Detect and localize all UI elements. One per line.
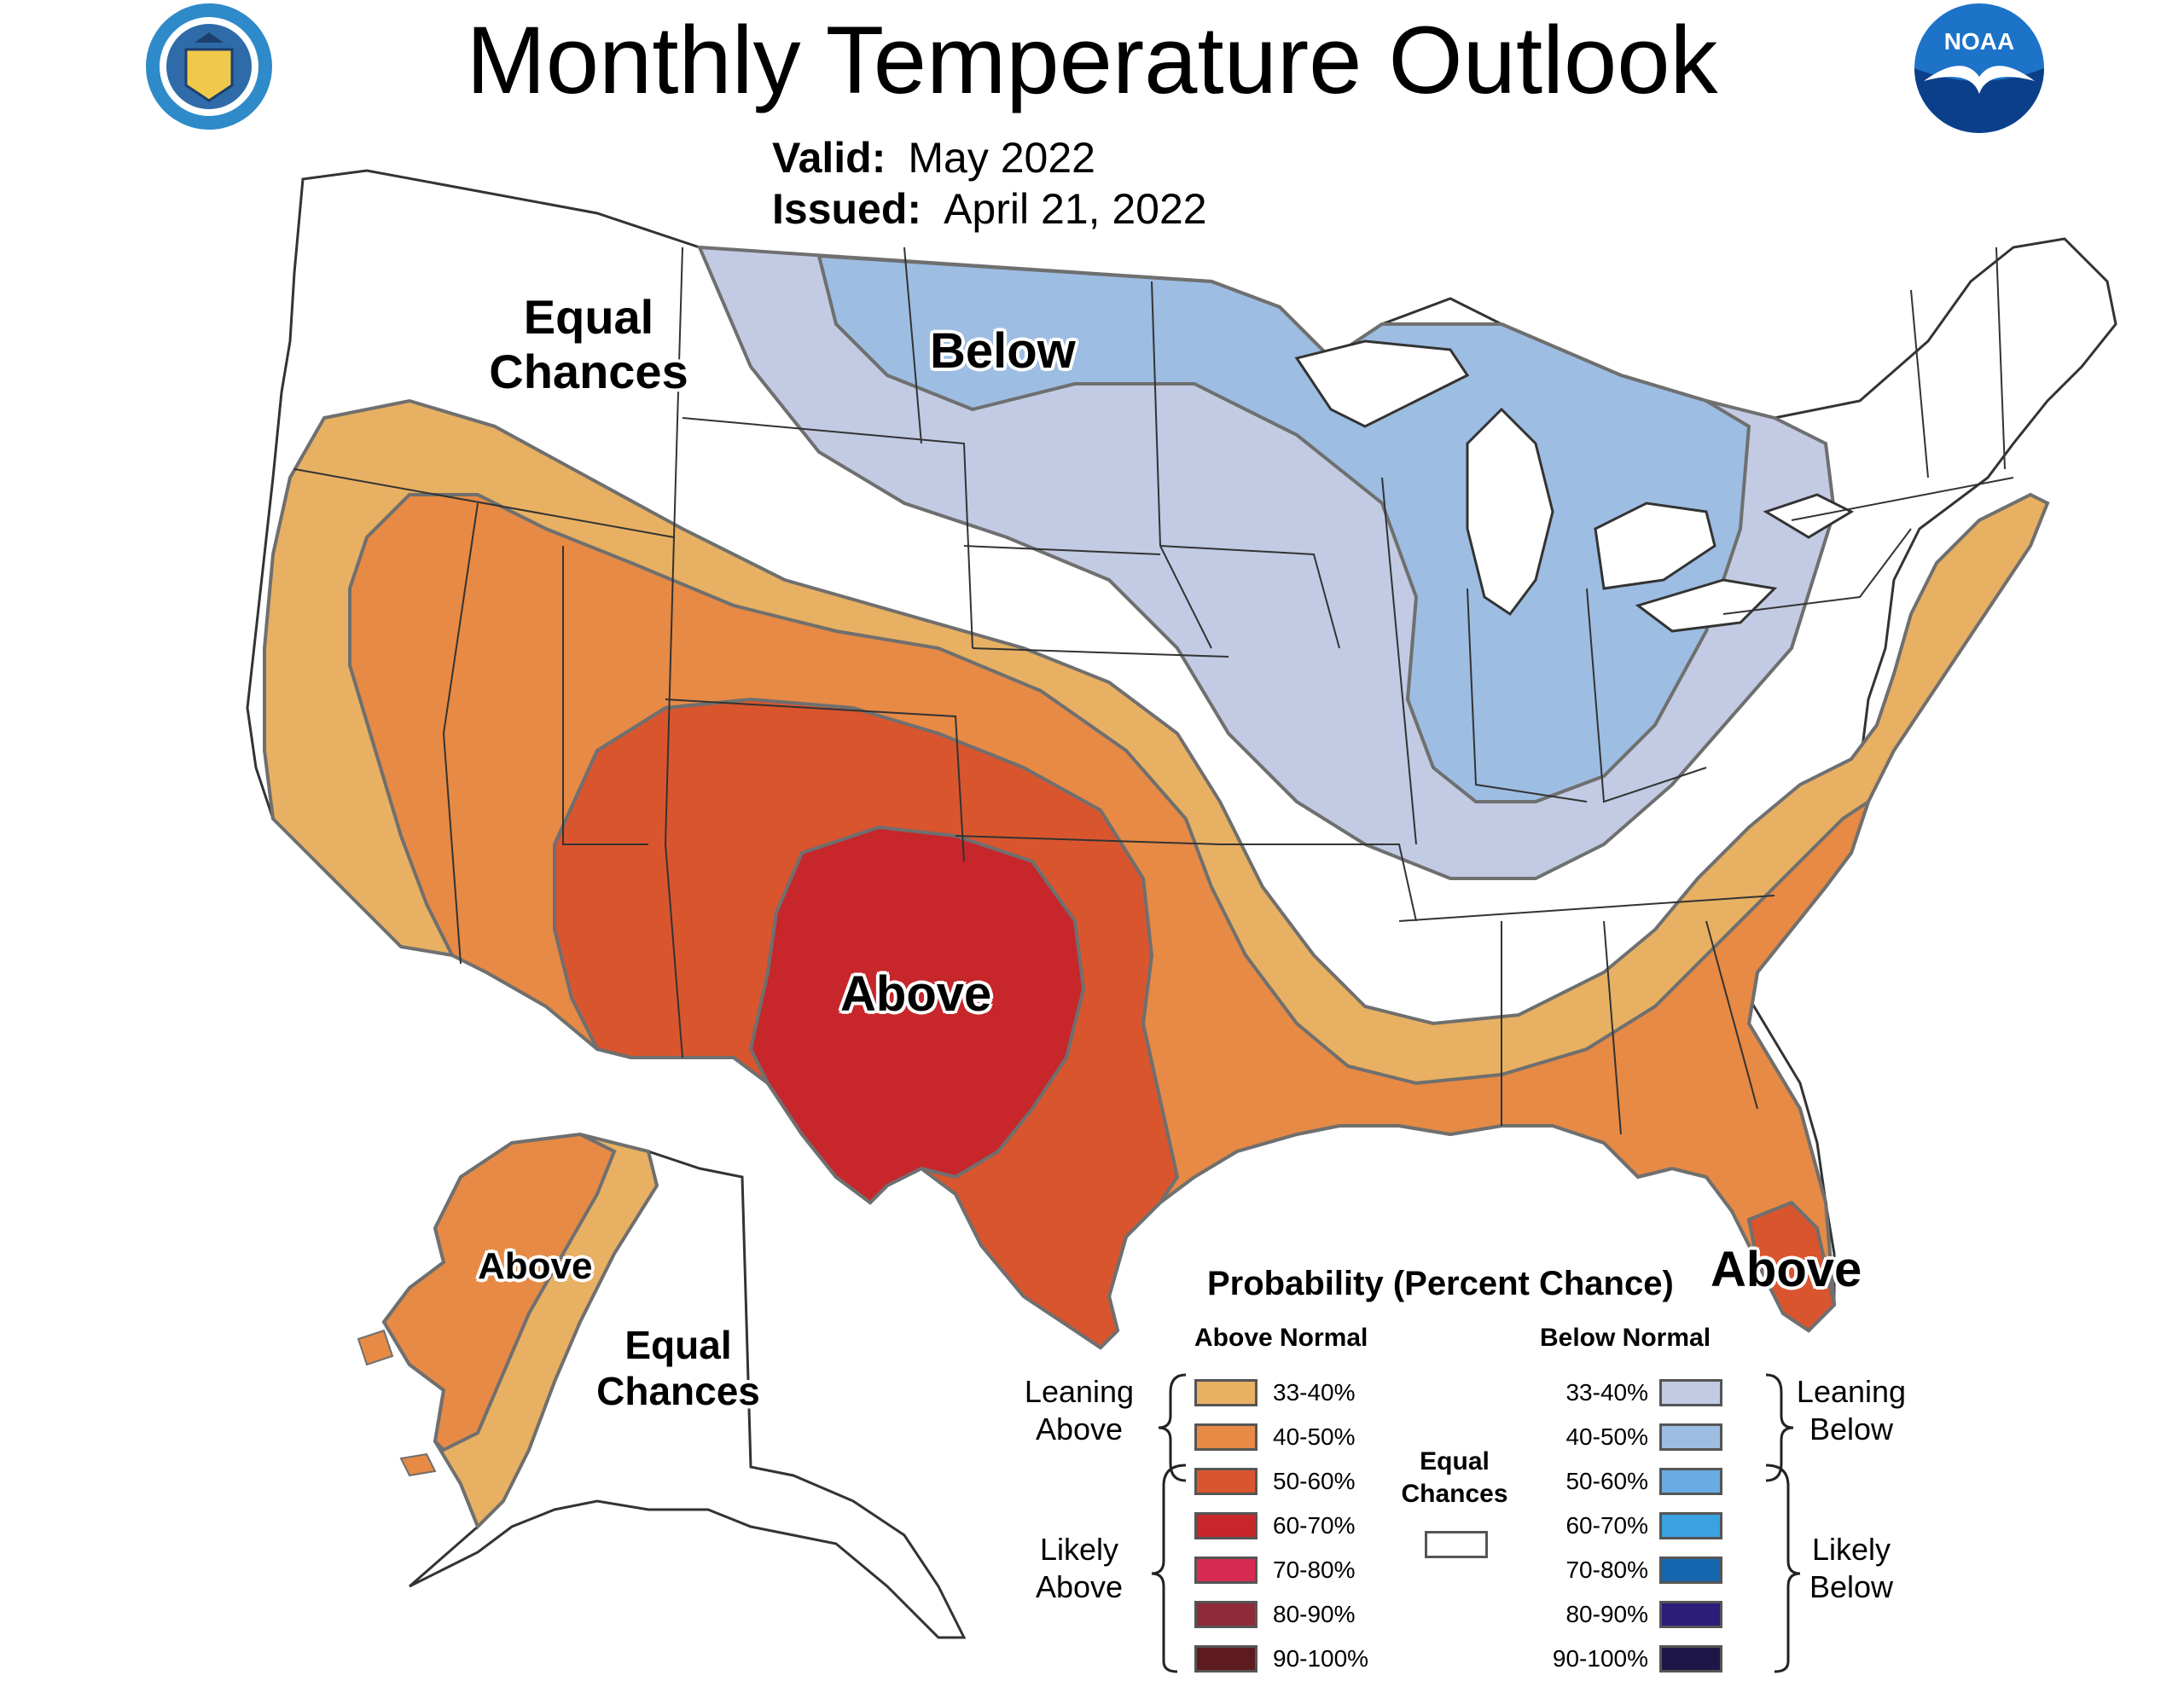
below-40-50-region	[816, 253, 1751, 803]
legend-equal-chances-swatch	[1425, 1531, 1488, 1558]
legend-likely-below-line1: Likely	[1811, 1532, 1891, 1567]
legend-below-item-label: 60-70%	[1565, 1512, 1648, 1539]
legend-above-item-label: 60-70%	[1273, 1512, 1356, 1539]
legend-likely-above-line2: Above	[1035, 1569, 1124, 1604]
legend-below-item-label: 90-100%	[1552, 1645, 1648, 1672]
issued-value: April 21, 2022	[944, 185, 1207, 233]
legend-leaning-below: Leaning Below	[1779, 1373, 1924, 1448]
legend-below-item-swatch	[1659, 1468, 1722, 1495]
legend-below-item-label: 40-50%	[1565, 1423, 1648, 1450]
legend-likely-below-line2: Below	[1809, 1569, 1894, 1604]
legend-above-head: Above Normal	[1194, 1324, 1368, 1352]
legend-below-item-swatch	[1659, 1601, 1722, 1628]
legend-leaning-above-line2: Above	[1035, 1412, 1124, 1446]
legend-below-item-swatch	[1659, 1379, 1722, 1406]
legend-equal-chances: Equal Chances	[1391, 1446, 1519, 1510]
legend-above-item-swatch	[1194, 1379, 1258, 1406]
legend-below-item-label: 50-60%	[1565, 1468, 1648, 1494]
florida-above-50-60-region	[1746, 1200, 1837, 1333]
legend-likely-below: Likely Below	[1779, 1531, 1924, 1606]
label-equal-chances-west-line2: Chances	[489, 345, 688, 398]
noaa-logo-text: NOAA	[1944, 28, 2014, 55]
legend-likely-above-line1: Likely	[1039, 1532, 1119, 1567]
legend-below-item-label: 70-80%	[1565, 1557, 1648, 1583]
legend-above-item-label: 80-90%	[1273, 1601, 1356, 1627]
state-boundaries	[293, 246, 2014, 1135]
legend-title: Probability (Percent Chance)	[1207, 1265, 1674, 1302]
department-of-commerce-seal	[146, 3, 272, 130]
legend-below-item-swatch	[1659, 1557, 1722, 1584]
valid-row: Valid: May 2022	[772, 132, 1095, 183]
legend-above-item-swatch	[1194, 1645, 1258, 1673]
label-equal-chances-west-line1: Equal	[523, 290, 654, 344]
legend-equal-chances-line2: Chances	[1401, 1480, 1508, 1508]
legend-above-item-swatch	[1194, 1557, 1258, 1584]
legend-above-item-label: 70-80%	[1273, 1557, 1356, 1583]
legend-leaning-below-line2: Below	[1809, 1412, 1894, 1446]
legend-equal-chances-line1: Equal	[1420, 1447, 1490, 1475]
page-title: Monthly Temperature Outlook	[466, 7, 1718, 113]
label-above-central: Above	[840, 966, 992, 1022]
alaska-above-40-50-region	[381, 1132, 617, 1452]
valid-key: Valid:	[772, 134, 886, 182]
legend-above-item-swatch	[1194, 1512, 1258, 1539]
legend-leaning-below-line1: Leaning	[1796, 1374, 1907, 1409]
legend-below-head: Below Normal	[1540, 1324, 1711, 1352]
label-above-alaska: Above	[478, 1245, 593, 1287]
legend-below-item-swatch	[1659, 1423, 1722, 1451]
above-60-70-region	[748, 825, 1086, 1205]
alaska-island	[357, 1329, 394, 1366]
label-equal-chances-west: Equal Chances	[478, 290, 700, 399]
legend-above-item-label: 40-50%	[1273, 1423, 1356, 1450]
great-lakes	[1294, 339, 1855, 633]
legend-likely-above: Likely Above	[1007, 1531, 1152, 1606]
legend-below-item-swatch	[1659, 1512, 1722, 1539]
legend-above-item-swatch	[1194, 1468, 1258, 1495]
legend-above-item-label: 90-100%	[1273, 1645, 1369, 1672]
alaska-island-2	[399, 1452, 437, 1477]
legend-above-item-label: 50-60%	[1273, 1468, 1356, 1494]
legend-above-item-swatch	[1194, 1601, 1258, 1628]
valid-value: May 2022	[908, 134, 1095, 182]
legend-above-item-label: 33-40%	[1273, 1379, 1356, 1406]
label-above-florida: Above	[1711, 1242, 1862, 1297]
legend-below-item-label: 33-40%	[1565, 1379, 1648, 1406]
noaa-logo: NOAA	[1914, 3, 2044, 133]
legend-above-item-swatch	[1194, 1423, 1258, 1451]
legend-leaning-above-line1: Leaning	[1024, 1374, 1135, 1409]
label-equal-chances-alaska: Equal Chances	[584, 1322, 772, 1414]
issued-key: Issued:	[772, 185, 922, 233]
label-below: Below	[930, 323, 1076, 379]
issued-row: Issued: April 21, 2022	[772, 183, 1207, 235]
legend-leaning-above: Leaning Above	[1007, 1373, 1152, 1448]
label-equal-chances-alaska-line1: Equal	[624, 1323, 732, 1367]
label-equal-chances-alaska-line2: Chances	[596, 1369, 760, 1413]
legend-below-item-swatch	[1659, 1645, 1722, 1673]
legend-below-item-label: 80-90%	[1565, 1601, 1648, 1627]
